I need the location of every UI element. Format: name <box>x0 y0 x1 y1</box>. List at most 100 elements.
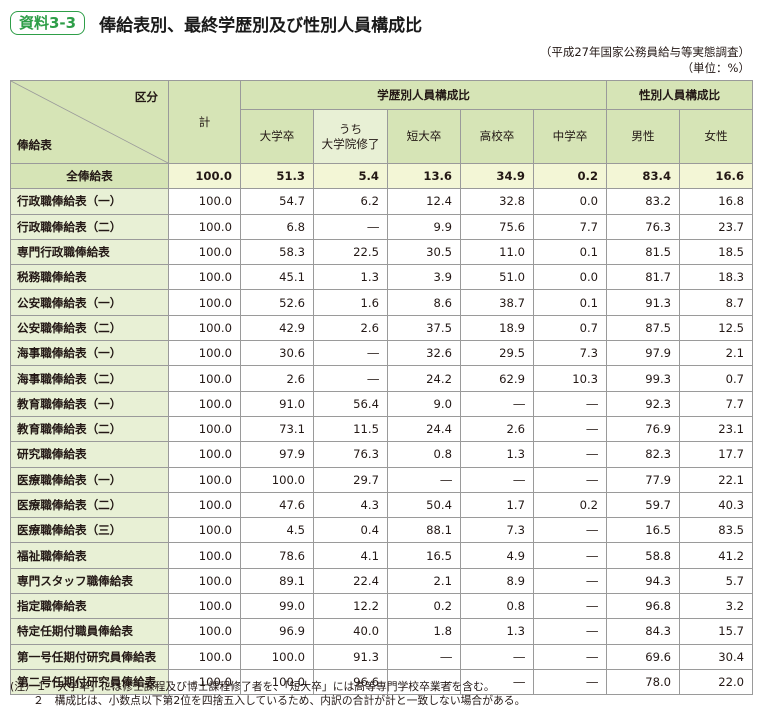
value-cell: 1.6 <box>313 289 388 316</box>
value-cell: 91.3 <box>606 289 681 316</box>
value-cell: 4.1 <box>313 542 388 569</box>
value-cell: 75.6 <box>460 213 534 240</box>
value-cell: 0.2 <box>387 593 461 620</box>
row-label: 海事職俸給表（一） <box>10 340 169 367</box>
col-male: 男性 <box>606 109 681 164</box>
value-cell: 9.9 <box>387 213 461 240</box>
value-cell: 96.9 <box>240 618 314 645</box>
value-cell: 100.0 <box>168 238 241 266</box>
value-cell: ― <box>532 415 608 443</box>
value-cell: ― <box>460 390 534 417</box>
value-cell: ― <box>532 542 608 569</box>
value-cell: 16.8 <box>679 188 754 215</box>
document-header: 資料3-3 俸給表別、最終学歴別及び性別人員構成比 <box>10 10 422 36</box>
value-cell: 42.9 <box>240 314 314 342</box>
value-cell: 1.3 <box>460 618 534 645</box>
value-cell: 22.5 <box>313 238 388 266</box>
row-label: 指定職俸給表 <box>10 593 169 620</box>
row-label: 行政職俸給表（一） <box>10 188 169 215</box>
kubun-label: 区分 <box>134 90 158 104</box>
table-row: 第二号任期付研究員俸給表 100.0 100.0 96.6 ― ― ― 78.0 22.0 <box>10 668 754 696</box>
value-cell: ― <box>532 441 608 468</box>
value-cell: 22.4 <box>313 567 388 595</box>
table-row: 第一号任期付研究員俸給表 100.0 100.0 91.3 ― ― ― 69.6 30.4 <box>10 643 754 670</box>
value-cell: ― <box>532 517 608 544</box>
row-label: 公安職俸給表（二） <box>10 314 169 342</box>
note-1: (注）１「大学卒」には修士課程及び博士課程修了者を、「短大卒」には高等専門学校卒… <box>10 680 495 693</box>
value-cell: 0.1 <box>532 289 608 316</box>
value-cell: 18.3 <box>679 264 754 291</box>
value-cell: 38.7 <box>460 289 534 316</box>
row-label: 第二号任期付研究員俸給表 <box>10 668 169 696</box>
table-row: 専門スタッフ職俸給表 100.0 89.1 22.4 2.1 8.9 ― 94.3 5.7 <box>10 567 754 595</box>
value-cell: 100.0 <box>168 314 241 342</box>
unit-line: （単位：%） <box>681 61 750 75</box>
value-cell: 1.3 <box>313 264 388 291</box>
value-cell: 29.7 <box>313 466 388 493</box>
value-cell: 1.3 <box>460 441 534 468</box>
value-cell: 100.0 <box>240 643 314 670</box>
value-cell: 15.7 <box>679 618 754 645</box>
value-cell: 2.1 <box>387 567 461 595</box>
table-row: 海事職俸給表（一） 100.0 30.6 ― 32.6 29.5 7.3 97.9 2.1 <box>10 340 754 367</box>
row-label: 公安職俸給表（一） <box>10 289 169 316</box>
value-cell: 78.6 <box>240 542 314 569</box>
value-cell: ― <box>532 567 608 595</box>
value-cell: 7.7 <box>679 390 754 417</box>
value-cell: 100.0 <box>168 593 241 620</box>
value-cell: 99.0 <box>240 593 314 620</box>
col-tandai: 短大卒 <box>387 109 461 164</box>
value-cell: 100.0 <box>168 390 241 417</box>
value-cell: 84.3 <box>606 618 681 645</box>
value-cell: 8.9 <box>460 567 534 595</box>
table-row: 医療職俸給表（一） 100.0 100.0 29.7 ― ― ― 77.9 22.1 <box>10 466 754 493</box>
value-cell: ― <box>313 365 388 392</box>
value-cell: ― <box>532 593 608 620</box>
value-cell: 34.9 <box>460 162 534 190</box>
col-graduate: うち 大学院修了 <box>313 109 388 164</box>
value-cell: 58.3 <box>240 238 314 266</box>
table-row: 医療職俸給表（二） 100.0 47.6 4.3 50.4 1.7 0.2 59.7 40.3 <box>10 491 754 519</box>
value-cell: 24.2 <box>387 365 461 392</box>
value-cell: 100.0 <box>168 491 241 519</box>
value-cell: 16.5 <box>387 542 461 569</box>
value-cell: 4.5 <box>240 517 314 544</box>
value-cell: 77.9 <box>606 466 681 493</box>
value-cell: 1.7 <box>460 491 534 519</box>
col-graduate-line1: うち <box>338 121 363 136</box>
value-cell: 100.0 <box>168 643 241 670</box>
value-cell: 18.9 <box>460 314 534 342</box>
value-cell: 83.2 <box>606 188 681 215</box>
value-cell: 100.0 <box>168 415 241 443</box>
value-cell: 17.7 <box>679 441 754 468</box>
value-cell: 0.8 <box>387 441 461 468</box>
value-cell: 100.0 <box>168 162 241 190</box>
row-label: 海事職俸給表（二） <box>10 365 169 392</box>
value-cell: ― <box>460 668 534 696</box>
value-cell: 100.0 <box>168 188 241 215</box>
col-chugaku: 中学卒 <box>532 109 608 164</box>
document-title: 俸給表別、最終学歴別及び性別人員構成比 <box>99 15 423 36</box>
value-cell: 23.7 <box>679 213 754 240</box>
value-cell: 30.5 <box>387 238 461 266</box>
value-cell: ― <box>532 618 608 645</box>
value-cell: 1.8 <box>387 618 461 645</box>
table-row: 福祉職俸給表 100.0 78.6 4.1 16.5 4.9 ― 58.8 41.2 <box>10 542 754 569</box>
table-row: 公安職俸給表（一） 100.0 52.6 1.6 8.6 38.7 0.1 91.3 8.7 <box>10 289 754 316</box>
figure-badge: 資料3-3 <box>10 11 86 35</box>
value-cell: 100.0 <box>168 441 241 468</box>
table-row: 教育職俸給表（二） 100.0 73.1 11.5 24.4 2.6 ― 76.9 23.1 <box>10 415 754 443</box>
value-cell: ― <box>387 643 461 670</box>
value-cell: 100.0 <box>168 618 241 645</box>
value-cell: 22.1 <box>679 466 754 493</box>
value-cell: 91.3 <box>313 643 388 670</box>
table-row: 特定任期付職員俸給表 100.0 96.9 40.0 1.8 1.3 ― 84.3 15.7 <box>10 618 754 645</box>
value-cell: 32.8 <box>460 188 534 215</box>
value-cell: 0.2 <box>532 491 608 519</box>
col-koukou: 高校卒 <box>460 109 534 164</box>
value-cell: ― <box>532 390 608 417</box>
value-cell: 4.9 <box>460 542 534 569</box>
value-cell: 12.4 <box>387 188 461 215</box>
value-cell: 2.6 <box>460 415 534 443</box>
value-cell: 50.4 <box>387 491 461 519</box>
